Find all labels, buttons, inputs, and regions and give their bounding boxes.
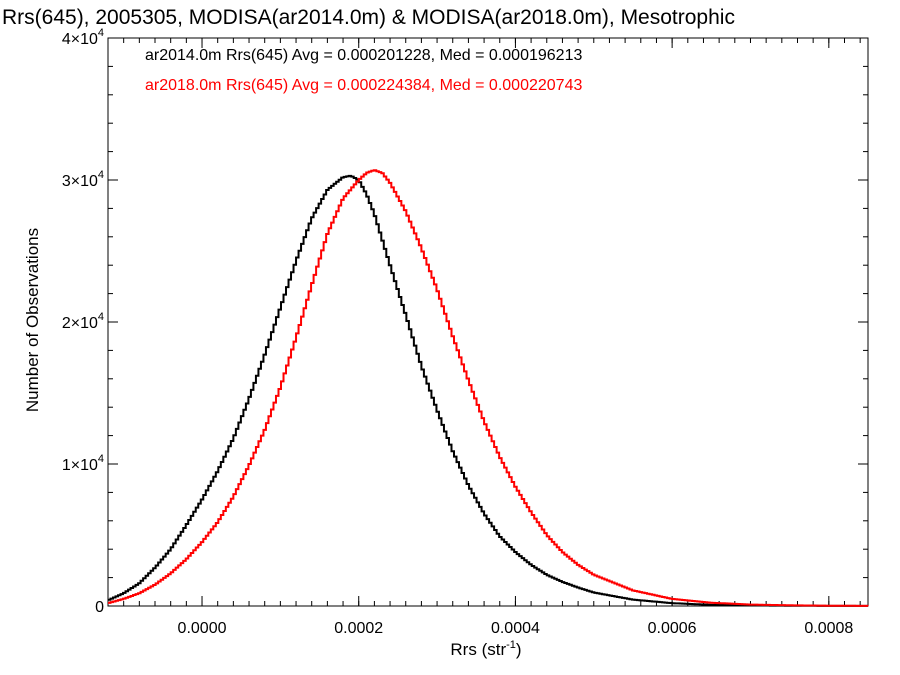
y-tick-label: 4×104 bbox=[62, 27, 104, 48]
x-axis-label: Rrs (str-1) bbox=[450, 639, 521, 659]
x-axis-label-suffix: ) bbox=[516, 640, 522, 659]
x-tick-label: 0.0004 bbox=[491, 620, 540, 637]
series-line-0 bbox=[108, 174, 868, 607]
x-tick-label: 0.0008 bbox=[804, 620, 853, 637]
legend-entry-black: ar2014.0m Rrs(645) Avg = 0.000201228, Me… bbox=[145, 47, 582, 64]
series-layer bbox=[108, 169, 869, 607]
legend-entry-red: ar2018.0m Rrs(645) Avg = 0.000224384, Me… bbox=[145, 77, 582, 94]
x-tick-label: 0.0000 bbox=[178, 620, 227, 637]
x-tick-label: 0.0002 bbox=[334, 620, 383, 637]
y-tick-label: 1×104 bbox=[62, 453, 104, 474]
plot-frame bbox=[107, 37, 869, 607]
y-tick-label: 0 bbox=[95, 599, 104, 616]
axis-ticks: 0.0000 0.0002 0.0004 0.0006 0.0008 0 1×104 2×10… bbox=[62, 27, 868, 637]
chart-title: Rrs(645), 2005305, MODISA(ar2014.0m) & M… bbox=[2, 6, 735, 29]
x-axis-label-text: Rrs (str bbox=[450, 640, 506, 659]
x-axis-label-sup: -1 bbox=[506, 639, 516, 651]
y-axis-label: Number of Observations bbox=[23, 228, 42, 412]
series-line-1 bbox=[108, 169, 869, 607]
x-tick-label: 0.0006 bbox=[648, 620, 697, 637]
y-tick-label: 3×104 bbox=[62, 169, 104, 190]
y-tick-label: 2×104 bbox=[62, 311, 104, 332]
